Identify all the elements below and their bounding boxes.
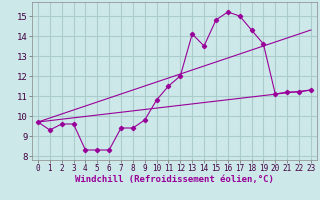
X-axis label: Windchill (Refroidissement éolien,°C): Windchill (Refroidissement éolien,°C)	[75, 175, 274, 184]
